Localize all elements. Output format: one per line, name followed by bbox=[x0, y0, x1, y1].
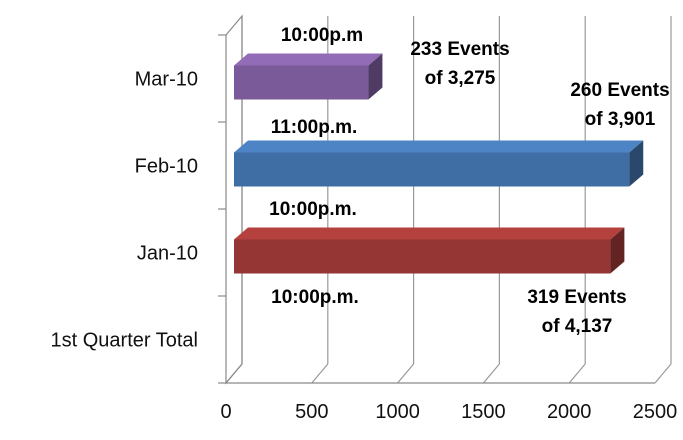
x-tick-label: 1500 bbox=[461, 401, 506, 423]
annotation-line: of 3,901 bbox=[585, 109, 656, 130]
floor-gridline bbox=[654, 363, 672, 384]
bar-top bbox=[234, 140, 644, 153]
floor-gridline bbox=[397, 363, 415, 384]
y-category-label: 1st Quarter Total bbox=[51, 330, 198, 352]
annotation-feb-events: 260 Events of 3,901 bbox=[570, 80, 669, 130]
labels: 0 500 1000 1500 2000 2500 1st Quarter Total Jan… bbox=[51, 25, 678, 423]
axes bbox=[218, 14, 655, 385]
x-tick-label: 2500 bbox=[633, 401, 678, 423]
annotation-mar-time: 10:00p.m bbox=[281, 25, 363, 46]
annotation-mar-events: 233 Events of 3,275 bbox=[410, 39, 509, 89]
bar bbox=[234, 65, 369, 100]
bar bbox=[234, 152, 630, 187]
bar-side bbox=[629, 140, 644, 187]
annotation-jan-time: 10:00p.m. bbox=[269, 199, 357, 220]
bar bbox=[234, 239, 611, 274]
floor-gridline bbox=[482, 363, 500, 384]
annotation-line: 260 Events bbox=[570, 80, 669, 101]
bar-top bbox=[234, 227, 625, 240]
y-category-label: Jan-10 bbox=[137, 243, 198, 265]
annotation-line: 319 Events bbox=[527, 287, 626, 308]
floor-gridline bbox=[568, 363, 586, 384]
y-category-label: Mar-10 bbox=[135, 69, 198, 91]
x-tick-label: 500 bbox=[295, 401, 328, 423]
bar-side bbox=[368, 53, 383, 100]
x-tick-label: 1000 bbox=[375, 401, 420, 423]
annotation-q1-events: 319 Events of 4,137 bbox=[527, 287, 626, 337]
bar-side bbox=[610, 227, 625, 274]
annotation-line: of 4,137 bbox=[542, 316, 613, 337]
annotation-line: of 3,275 bbox=[425, 68, 496, 89]
y-category-label: Feb-10 bbox=[135, 156, 198, 178]
annotation-q1-time: 10:00p.m. bbox=[271, 287, 359, 308]
bar-top bbox=[234, 53, 383, 66]
bars bbox=[234, 53, 644, 274]
annotation-feb-time: 11:00p.m. bbox=[271, 117, 358, 138]
x-tick-label: 0 bbox=[220, 401, 231, 423]
floor-gridline bbox=[311, 363, 329, 384]
side-wall bbox=[225, 14, 243, 385]
annotation-line: 233 Events bbox=[410, 39, 509, 60]
x-tick-label: 2000 bbox=[547, 401, 592, 423]
